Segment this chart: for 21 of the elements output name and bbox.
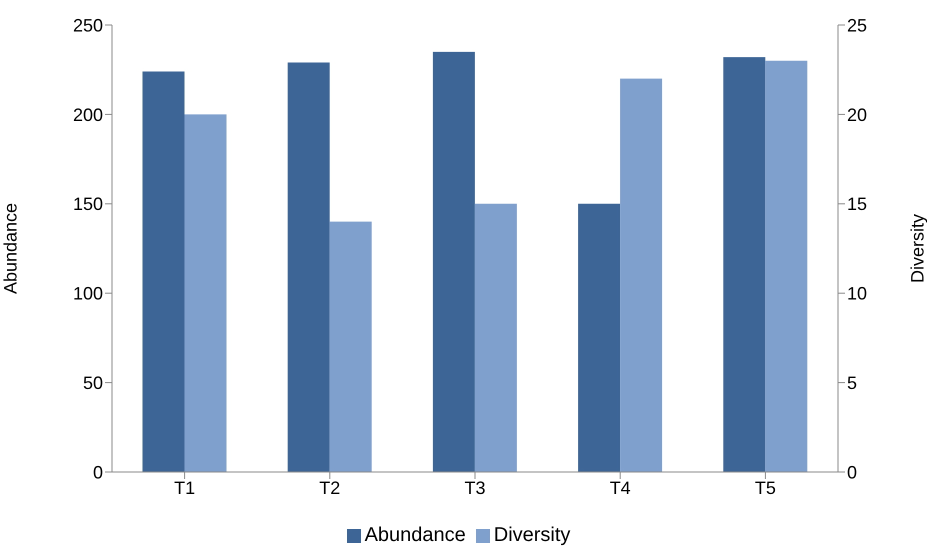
y-axis-title: Abundance — [0, 202, 20, 294]
y2-axis-title: Diversity — [907, 214, 927, 284]
y2-tick-label: 15 — [847, 194, 868, 214]
x-tick-label: T5 — [754, 478, 776, 498]
legend-label: Diversity — [494, 524, 570, 546]
y-tick-label: 250 — [72, 15, 103, 36]
y-tick-label: 0 — [92, 462, 103, 482]
x-tick-label: T1 — [174, 478, 196, 498]
y2-tick-label: 0 — [847, 462, 858, 482]
y-tick-label: 100 — [72, 284, 103, 304]
x-tick-label: T4 — [610, 478, 631, 498]
y-tick-label: 150 — [72, 194, 103, 214]
x-tick-label: T2 — [319, 478, 340, 498]
y2-tick-label: 20 — [847, 104, 868, 125]
y2-tick-label: 25 — [847, 15, 868, 36]
legend-label: Abundance — [364, 524, 466, 546]
y-tick-label: 200 — [72, 104, 103, 125]
y2-tick-label: 5 — [847, 372, 858, 393]
y2-tick-label: 10 — [847, 284, 868, 304]
x-tick-label: T3 — [464, 478, 486, 498]
y-tick-label: 50 — [82, 372, 103, 393]
